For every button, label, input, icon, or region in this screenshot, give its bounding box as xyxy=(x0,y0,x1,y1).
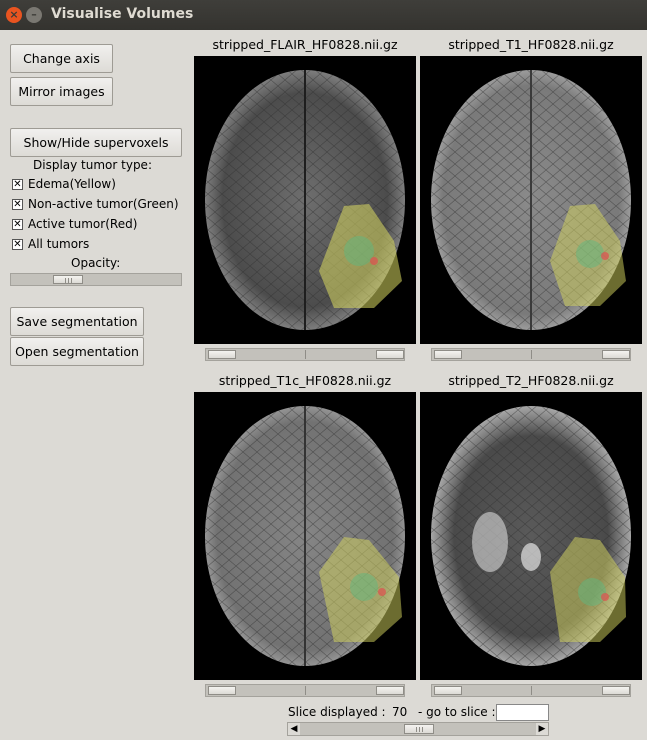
close-icon: × xyxy=(9,8,19,21)
t2-slider-left-thumb[interactable] xyxy=(434,686,462,695)
t2-slice-slider[interactable] xyxy=(431,684,631,697)
opacity-label: Opacity: xyxy=(71,256,121,270)
brain-mri-t2-image[interactable] xyxy=(420,392,642,680)
panel-title-flair: stripped_FLAIR_HF0828.nii.gz xyxy=(212,37,398,52)
open-segmentation-button[interactable]: Open segmentation xyxy=(10,337,144,366)
slice-scrollbar-thumb[interactable] xyxy=(404,724,434,734)
t1-slider-left-thumb[interactable] xyxy=(434,350,462,359)
go-to-slice-input[interactable] xyxy=(496,704,549,721)
opacity-slider-thumb[interactable] xyxy=(53,275,83,284)
panel-title-t1: stripped_T1_HF0828.nii.gz xyxy=(448,37,614,52)
brain-mri-t1c-image[interactable] xyxy=(194,392,416,680)
slice-scrollbar[interactable]: ◀ ▶ xyxy=(287,722,549,736)
show-hide-supervoxels-button[interactable]: Show/Hide supervoxels xyxy=(10,128,182,157)
window-titlebar: × – Visualise Volumes xyxy=(0,0,647,30)
t1c-slider-right-thumb[interactable] xyxy=(376,686,404,695)
t1-slider-right-thumb[interactable] xyxy=(602,350,630,359)
edema-checkbox[interactable]: ✕ xyxy=(12,179,23,190)
mirror-images-button[interactable]: Mirror images xyxy=(10,77,113,106)
close-window-button[interactable]: × xyxy=(6,7,22,23)
active-tumor-checkbox-label[interactable]: Active tumor(Red) xyxy=(28,217,138,231)
flair-slider-right-thumb[interactable] xyxy=(376,350,404,359)
flair-slice-slider[interactable] xyxy=(205,348,405,361)
all-tumors-checkbox-label[interactable]: All tumors xyxy=(28,237,90,251)
edema-checkbox-label[interactable]: Edema(Yellow) xyxy=(28,177,116,191)
all-tumors-checkbox[interactable]: ✕ xyxy=(12,239,23,250)
t1c-slice-slider[interactable] xyxy=(205,684,405,697)
display-tumor-type-label: Display tumor type: xyxy=(33,158,152,172)
change-axis-button[interactable]: Change axis xyxy=(10,44,113,73)
t2-slider-right-thumb[interactable] xyxy=(602,686,630,695)
minimize-window-button[interactable]: – xyxy=(26,7,42,23)
flair-slider-left-thumb[interactable] xyxy=(208,350,236,359)
brain-mri-t1-image[interactable] xyxy=(420,56,642,344)
slice-displayed-value: 70 xyxy=(392,705,408,719)
opacity-slider[interactable] xyxy=(10,273,182,286)
non-active-tumor-checkbox[interactable]: ✕ xyxy=(12,199,23,210)
scroll-right-arrow-icon[interactable]: ▶ xyxy=(536,723,548,735)
save-segmentation-button[interactable]: Save segmentation xyxy=(10,307,144,336)
panel-title-t2: stripped_T2_HF0828.nii.gz xyxy=(448,373,614,388)
go-to-slice-label: - go to slice : xyxy=(418,705,496,719)
minimize-icon: – xyxy=(31,8,37,21)
t1-slice-slider[interactable] xyxy=(431,348,631,361)
window-title: Visualise Volumes xyxy=(51,6,194,22)
scroll-left-arrow-icon[interactable]: ◀ xyxy=(288,723,300,735)
panel-title-t1c: stripped_T1c_HF0828.nii.gz xyxy=(218,373,392,388)
slice-displayed-label: Slice displayed : xyxy=(288,705,386,719)
active-tumor-checkbox[interactable]: ✕ xyxy=(12,219,23,230)
brain-mri-flair-image[interactable] xyxy=(194,56,416,344)
t1c-slider-left-thumb[interactable] xyxy=(208,686,236,695)
non-active-tumor-checkbox-label[interactable]: Non-active tumor(Green) xyxy=(28,197,179,211)
